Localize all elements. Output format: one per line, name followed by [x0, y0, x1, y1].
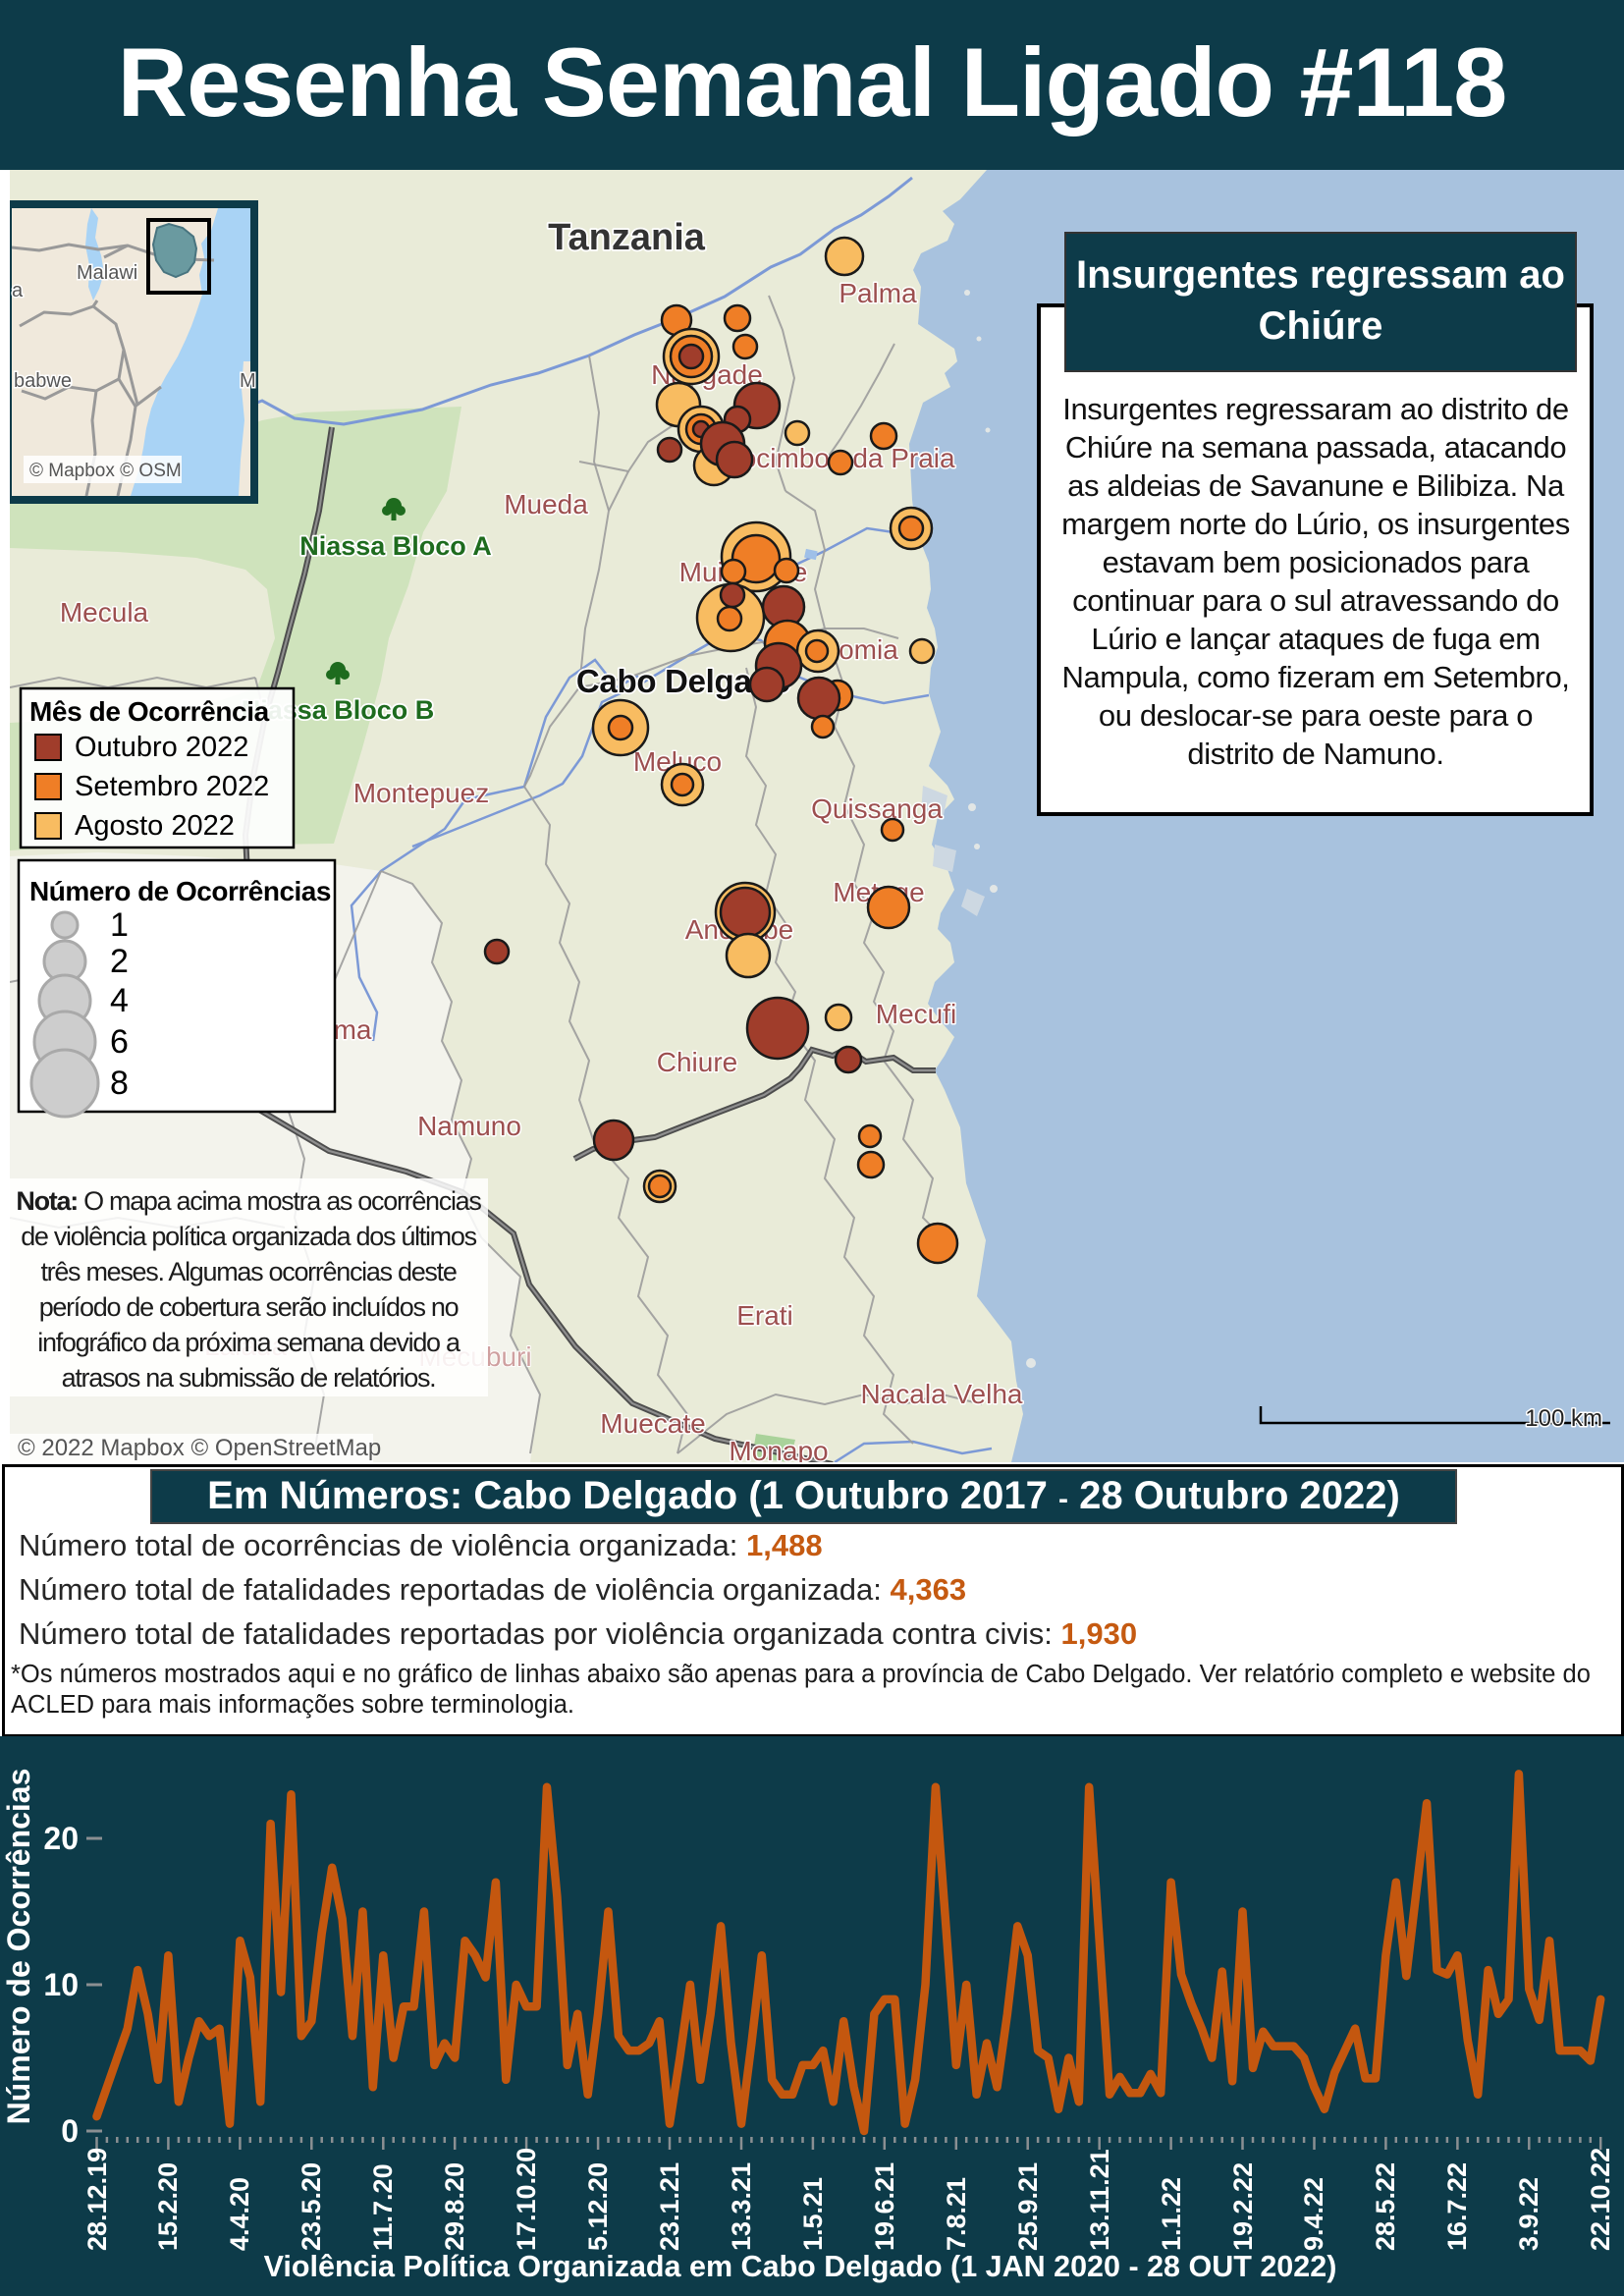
svg-text:1: 1: [110, 906, 129, 944]
svg-text:29.8.20: 29.8.20: [440, 2162, 469, 2251]
svg-text:Chiúre na semana passada, atac: Chiúre na semana passada, atacando: [1065, 430, 1566, 465]
svg-text:Nacala Velha: Nacala Velha: [860, 1379, 1022, 1409]
svg-text:8: 8: [110, 1065, 129, 1102]
svg-text:19.2.22: 19.2.22: [1228, 2162, 1258, 2251]
svg-text:Violência Política Organizada: Violência Política Organizada em Cabo De…: [264, 2250, 1337, 2283]
svg-text:Tanzania: Tanzania: [548, 217, 706, 258]
svg-text:7.8.21: 7.8.21: [942, 2177, 971, 2251]
svg-text:margem norte do Lúrio, os insu: margem norte do Lúrio, os insurgentes: [1061, 507, 1570, 541]
svg-text:1.5.21: 1.5.21: [798, 2177, 828, 2251]
svg-text:Palma: Palma: [839, 278, 917, 308]
svg-text:Meluco: Meluco: [633, 746, 722, 777]
svg-text:Monapo: Monapo: [729, 1436, 828, 1462]
svg-text:1.1.22: 1.1.22: [1157, 2177, 1186, 2251]
svg-text:13.11.21: 13.11.21: [1085, 2149, 1114, 2251]
svg-text:17.10.20: 17.10.20: [512, 2148, 541, 2251]
svg-text:de violência política organiza: de violência política organizada dos últ…: [21, 1222, 476, 1251]
svg-text:2: 2: [110, 943, 129, 980]
svg-text:4.4.20: 4.4.20: [225, 2177, 254, 2251]
svg-text:100 km: 100 km: [1525, 1405, 1602, 1432]
svg-text:Setembro 2022: Setembro 2022: [75, 771, 269, 802]
svg-text:28.5.22: 28.5.22: [1371, 2162, 1400, 2251]
svg-text:Muecate: Muecate: [600, 1408, 705, 1439]
svg-text:23.5.20: 23.5.20: [297, 2162, 326, 2251]
svg-text:estavam bem posicionados para: estavam bem posicionados para: [1103, 545, 1531, 579]
svg-text:Número de Ocorrências: Número de Ocorrências: [1, 1769, 36, 2125]
svg-text:19.6.21: 19.6.21: [870, 2162, 899, 2251]
svg-text:Insurgentes regressam ao: Insurgentes regressam ao: [1076, 253, 1565, 297]
svg-text:Mueda: Mueda: [504, 489, 588, 519]
svg-text:Malawi: Malawi: [77, 262, 137, 284]
svg-text:4: 4: [110, 982, 129, 1019]
svg-text:infográfico da próxima semana: infográfico da próxima semana devido a: [37, 1328, 461, 1357]
svg-text:11.7.20: 11.7.20: [368, 2163, 398, 2251]
svg-text:16.7.22: 16.7.22: [1442, 2162, 1472, 2251]
svg-text:ou deslocar-se para oeste para: ou deslocar-se para oeste para o: [1099, 698, 1533, 733]
svg-text:22.10.22: 22.10.22: [1586, 2148, 1615, 2251]
svg-text:28.12.19: 28.12.19: [82, 2148, 112, 2251]
svg-text:Nota: O mapa acima mostra as o: Nota: O mapa acima mostra as ocorrências: [16, 1186, 481, 1216]
svg-text:Chiure: Chiure: [657, 1047, 737, 1077]
svg-text:20: 20: [43, 1821, 79, 1856]
svg-text:Niassa Bloco A: Niassa Bloco A: [299, 531, 492, 561]
svg-text:Nampula, como fizeram em Setem: Nampula, como fizeram em Setembro,: [1061, 660, 1569, 694]
svg-text:Montepuez: Montepuez: [353, 778, 490, 808]
svg-text:10: 10: [43, 1967, 79, 2002]
svg-text:distrito de Namuno.: distrito de Namuno.: [1187, 737, 1443, 771]
svg-text:23.1.21: 23.1.21: [655, 2162, 684, 2251]
svg-text:Mecula: Mecula: [60, 597, 149, 628]
svg-text:0: 0: [61, 2113, 79, 2149]
svg-text:9.4.22: 9.4.22: [1299, 2177, 1328, 2251]
svg-text:© 2022 Mapbox © OpenStreetMap: © 2022 Mapbox © OpenStreetMap: [18, 1435, 381, 1461]
svg-text:continuar para o sul atravessa: continuar para o sul atravessando do: [1072, 583, 1559, 618]
svg-text:Mês de Ocorrência: Mês de Ocorrência: [29, 696, 270, 727]
svg-text:Lúrio e lançar ataques de fuga: Lúrio e lançar ataques de fuga em: [1091, 622, 1540, 656]
svg-text:três meses. Algumas ocorrência: três meses. Algumas ocorrências deste: [40, 1257, 456, 1286]
svg-text:Namuno: Namuno: [417, 1111, 521, 1141]
svg-text:Número de Ocorrências: Número de Ocorrências: [29, 876, 331, 906]
svg-text:as aldeias de Savanune e Bilib: as aldeias de Savanune e Bilibiza. Na: [1067, 468, 1565, 503]
svg-text:Mecufi: Mecufi: [876, 999, 956, 1029]
svg-text:M: M: [240, 370, 256, 392]
svg-text:Agosto 2022: Agosto 2022: [75, 810, 235, 842]
svg-text:Erati: Erati: [736, 1300, 793, 1331]
svg-text:Quissanga: Quissanga: [811, 793, 943, 824]
svg-text:atrasos na submissão de relató: atrasos na submissão de relatórios.: [62, 1363, 436, 1393]
svg-text:Insurgentes regressaram ao dis: Insurgentes regressaram ao distrito de: [1062, 392, 1569, 426]
svg-text:3.9.22: 3.9.22: [1514, 2177, 1543, 2251]
svg-text:período de cobertura serão inc: período de cobertura serão incluídos no: [39, 1292, 459, 1322]
svg-text:5.12.20: 5.12.20: [583, 2162, 613, 2251]
svg-text:15.2.20: 15.2.20: [153, 2162, 183, 2251]
svg-text:babwe: babwe: [14, 370, 72, 392]
svg-text:a: a: [12, 280, 24, 301]
svg-text:Outubro 2022: Outubro 2022: [75, 732, 248, 763]
svg-text:25.9.21: 25.9.21: [1013, 2162, 1043, 2251]
svg-text:13.3.21: 13.3.21: [727, 2162, 756, 2251]
svg-text:6: 6: [110, 1023, 129, 1061]
svg-text:Chiúre: Chiúre: [1259, 304, 1383, 348]
svg-text:© Mapbox © OSM: © Mapbox © OSM: [29, 461, 182, 481]
